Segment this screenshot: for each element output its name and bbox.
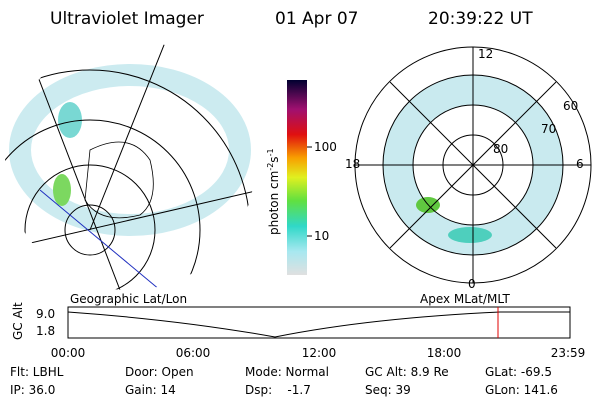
mlt-label: 18	[345, 157, 360, 171]
altitude-curve	[67, 311, 570, 338]
info-field: Gain: 14	[125, 383, 176, 397]
axis-label: GC Alt	[11, 302, 25, 340]
y-tick-label: 9.0	[36, 307, 55, 321]
info-field: Door: Open	[125, 365, 194, 379]
info-field: Flt: LBHL	[10, 365, 64, 379]
mlt-label: 12	[478, 47, 493, 61]
x-tick-label: 18:00	[427, 346, 462, 360]
mlat-label: 80	[493, 142, 508, 156]
info-field: Seq: 39	[365, 383, 411, 397]
mlt-label: 6	[576, 157, 584, 171]
x-tick-label: 23:59	[551, 346, 586, 360]
info-field: GLat: -69.5	[485, 365, 552, 379]
x-tick-label: 00:00	[51, 346, 86, 360]
date: 01 Apr 07	[275, 9, 358, 29]
y-tick-label: 1.8	[36, 324, 55, 338]
info-field: Dsp: -1.7	[245, 383, 311, 397]
title: Ultraviolet Imager	[50, 9, 204, 29]
info-panel: Flt: LBHL Door: Open Mode: Normal GC Alt: 8…	[10, 365, 558, 397]
colorbar-tick: 100	[314, 140, 337, 154]
colorbar	[287, 80, 307, 275]
mlt-label: 0	[468, 277, 476, 291]
info-field: IP: 36.0	[10, 383, 55, 397]
polar-plot: 12 18 6 0 60 70 80	[345, 46, 592, 291]
x-tick-label: 12:00	[302, 346, 337, 360]
info-field: GLon: 141.6	[485, 383, 558, 397]
x-tick-label: 06:00	[176, 346, 211, 360]
geographic-image	[5, 40, 255, 290]
time: 20:39:22 UT	[428, 9, 533, 29]
timeline-title: Apex MLat/MLT	[420, 292, 510, 306]
mlat-label: 60	[563, 99, 578, 113]
info-field: Mode: Normal	[245, 365, 329, 379]
timeline-title: Geographic Lat/Lon	[70, 292, 187, 306]
colorbar-label: photon cm-2s-1	[266, 148, 281, 235]
colorbar-tick: 10	[314, 229, 329, 243]
info-field: GC Alt: 8.9 Re	[365, 365, 449, 379]
timeline-box	[67, 306, 571, 339]
mlat-label: 70	[541, 122, 556, 136]
